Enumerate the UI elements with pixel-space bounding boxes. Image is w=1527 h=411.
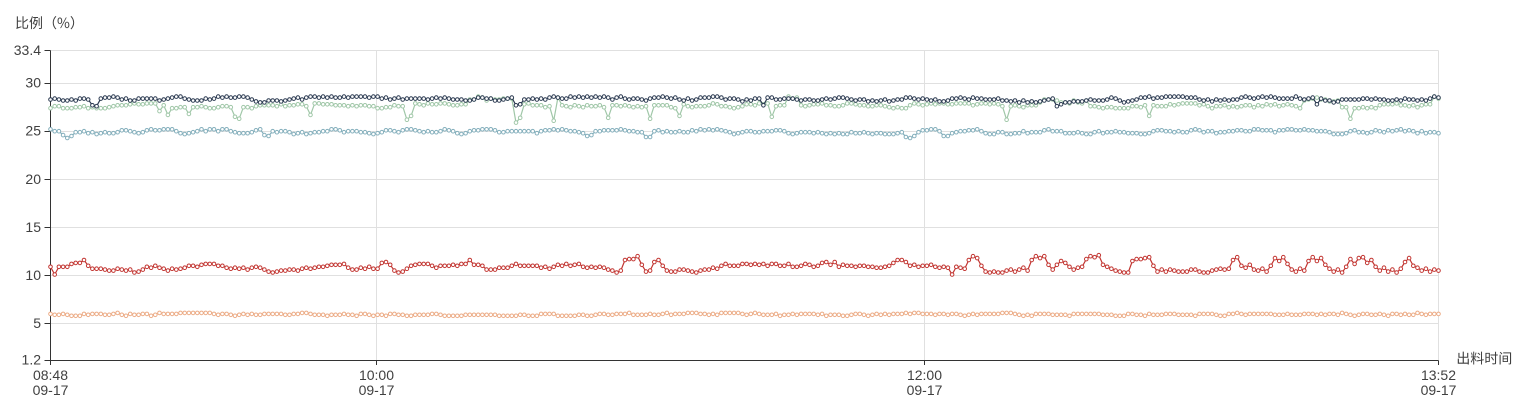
svg-text:5: 5: [33, 315, 41, 331]
svg-text:09-17: 09-17: [1421, 382, 1457, 398]
svg-text:09-17: 09-17: [33, 382, 69, 398]
svg-text:1.2: 1.2: [22, 352, 42, 368]
svg-text:10:00: 10:00: [359, 367, 394, 383]
svg-text:20: 20: [25, 171, 41, 187]
svg-text:09-17: 09-17: [359, 382, 395, 398]
svg-text:30: 30: [25, 75, 41, 91]
svg-text:10: 10: [25, 267, 41, 283]
svg-text:13:52: 13:52: [1421, 367, 1456, 383]
svg-text:25: 25: [25, 123, 41, 139]
svg-text:12:00: 12:00: [907, 367, 942, 383]
svg-text:15: 15: [25, 219, 41, 235]
svg-text:09-17: 09-17: [907, 382, 943, 398]
svg-text:08:48: 08:48: [33, 367, 68, 383]
svg-text:33.4: 33.4: [14, 42, 41, 58]
